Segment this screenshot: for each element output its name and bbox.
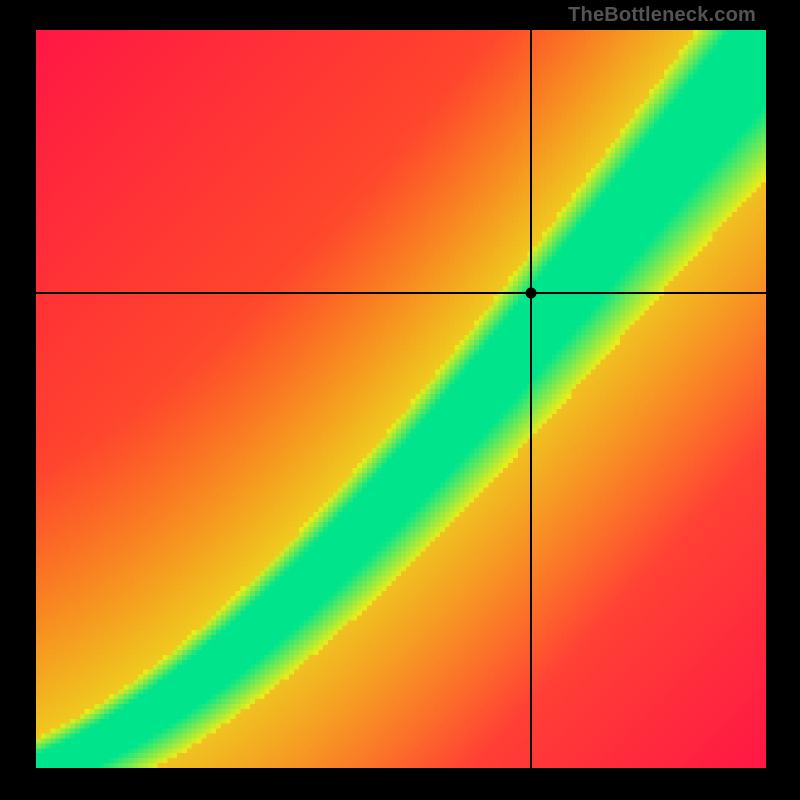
bottleneck-heatmap: [36, 30, 766, 768]
chart-container: TheBottleneck.com: [0, 0, 800, 800]
watermark-text: TheBottleneck.com: [568, 4, 756, 27]
crosshair-vertical: [530, 30, 532, 768]
crosshair-marker: [525, 287, 536, 298]
crosshair-horizontal: [36, 292, 766, 294]
